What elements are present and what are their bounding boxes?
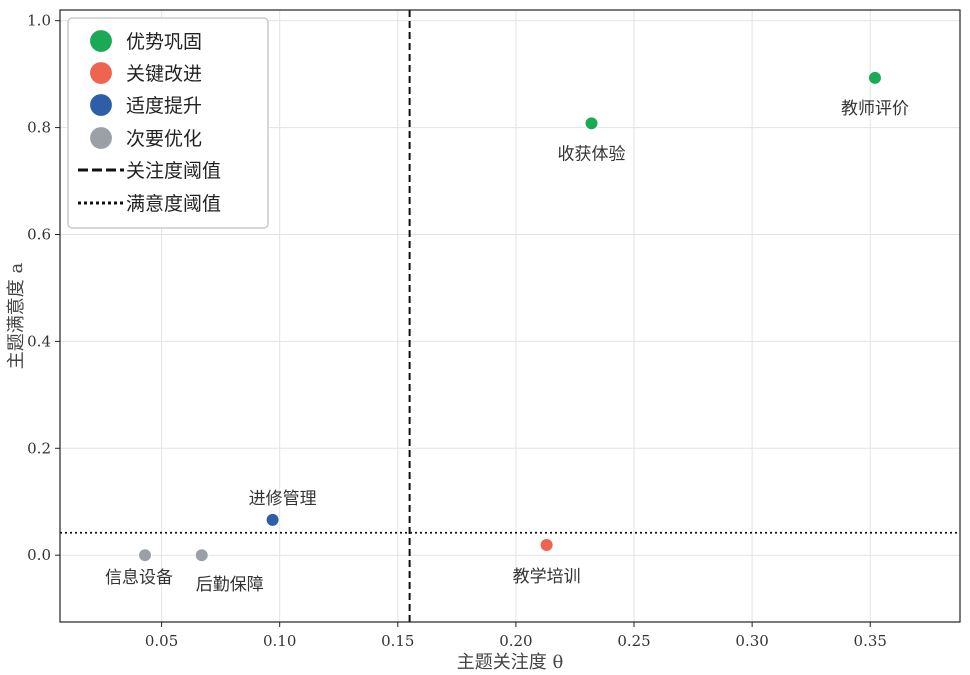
y-tick-label: 0.0 xyxy=(27,546,51,564)
legend-marker-3 xyxy=(88,125,114,151)
point-2 xyxy=(539,538,554,553)
point-0 xyxy=(867,70,882,85)
y-tick-label: 1.0 xyxy=(27,12,51,30)
y-axis-title: 主题满意度 a xyxy=(6,263,27,370)
x-tick-label: 0.25 xyxy=(617,632,650,650)
legend-label: 次要优化 xyxy=(126,128,202,150)
y-tick-label: 0.4 xyxy=(27,332,51,350)
point-3 xyxy=(265,512,280,527)
legend-label: 满意度阈值 xyxy=(126,193,221,215)
point-label: 进修管理 xyxy=(249,489,317,509)
y-tick-label: 0.8 xyxy=(27,119,51,137)
x-tick-label: 0.20 xyxy=(499,632,532,650)
x-tick-label: 0.05 xyxy=(145,632,178,650)
point-label: 信息设备 xyxy=(105,568,173,588)
legend-marker-2 xyxy=(88,92,114,118)
point-label: 教师评价 xyxy=(841,99,909,119)
point-5 xyxy=(194,548,209,563)
plot-frame xyxy=(59,9,961,623)
legend-box xyxy=(67,17,269,229)
threshold-lines xyxy=(60,10,960,622)
point-label: 教学培训 xyxy=(513,567,581,587)
legend-label: 适度提升 xyxy=(126,95,202,117)
y-tick-label: 0.6 xyxy=(27,225,51,243)
x-axis-ticks: 0.05 0.10 0.15 0.20 0.25 0.30 0.35 xyxy=(145,622,887,650)
x-tick-label: 0.15 xyxy=(381,632,414,650)
y-axis-ticks: 0.0 0.2 0.4 0.6 0.8 1.0 xyxy=(27,12,60,564)
legend-label: 关注度阈值 xyxy=(126,160,221,182)
point-label: 收获体验 xyxy=(557,144,625,164)
y-tick-label: 0.2 xyxy=(27,439,51,457)
x-axis-title: 主题关注度 θ xyxy=(457,652,564,673)
legend-marker-1 xyxy=(88,60,114,86)
legend-marker-0 xyxy=(88,28,114,54)
point-1 xyxy=(584,116,599,131)
point-4 xyxy=(138,548,153,563)
x-tick-label: 0.35 xyxy=(854,632,887,650)
legend-label: 优势巩固 xyxy=(126,31,202,53)
legend-label: 关键改进 xyxy=(126,63,202,85)
x-tick-label: 0.30 xyxy=(735,632,768,650)
point-label: 后勤保障 xyxy=(196,575,264,595)
x-tick-label: 0.10 xyxy=(263,632,296,650)
